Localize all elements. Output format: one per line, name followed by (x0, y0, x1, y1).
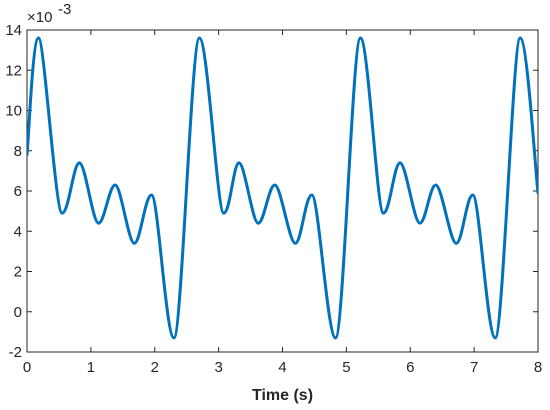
y-tick-label: 0 (14, 304, 22, 321)
series-layer (27, 36, 538, 340)
y-tick-label: 2 (14, 264, 22, 281)
x-tick-label: 6 (406, 359, 414, 376)
y-tick-label: 8 (14, 143, 22, 160)
x-tick-label: 1 (87, 359, 95, 376)
y-tick-label: -2 (9, 344, 22, 361)
axis-ticks (26, 29, 539, 353)
plot-area (26, 29, 539, 353)
x-tick-label: 4 (278, 359, 286, 376)
y-tick-label: 4 (14, 223, 22, 240)
x-axis-label: Time (s) (252, 387, 313, 404)
x-tick-label: 7 (470, 359, 478, 376)
y-exponent-power: -3 (58, 1, 71, 18)
x-tick-label: 0 (23, 359, 31, 376)
x-tick-label: 5 (342, 359, 350, 376)
y-exponent-label: ×10 (27, 9, 52, 26)
y-tick-label: 12 (5, 62, 22, 79)
x-tick-label: 2 (151, 359, 159, 376)
y-tick-label: 14 (5, 22, 22, 39)
y-tick-label: 10 (5, 103, 22, 120)
series-line-0 (27, 36, 538, 340)
y-tick-label: 6 (14, 183, 22, 200)
x-tick-label: 3 (214, 359, 222, 376)
x-tick-label: 8 (534, 359, 542, 376)
